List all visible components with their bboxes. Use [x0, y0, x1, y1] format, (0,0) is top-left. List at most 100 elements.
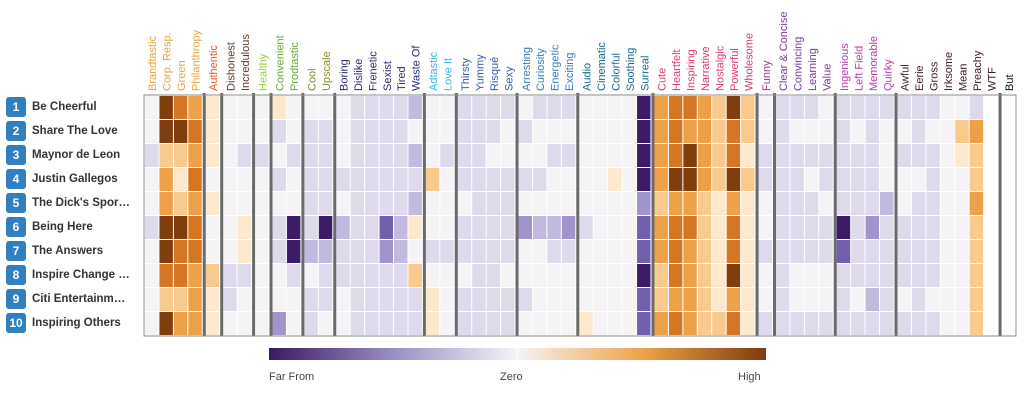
heatmap-cell	[593, 240, 608, 263]
heatmap-cell	[712, 216, 726, 239]
heatmap-cell	[272, 168, 286, 191]
heatmap-cell	[237, 144, 252, 167]
heatmap-cell	[159, 168, 173, 191]
heatmap-border	[143, 94, 1017, 337]
heatmap-cell	[865, 216, 880, 239]
heatmap-cell	[865, 144, 880, 167]
heatmap-cell	[394, 192, 408, 215]
group-separator	[454, 93, 458, 336]
row-number-badge: 5	[6, 193, 26, 213]
heatmap-cell	[408, 120, 422, 143]
heatmap-cell	[836, 312, 851, 335]
heatmap-cell	[547, 192, 561, 215]
heatmap-cell	[637, 264, 651, 287]
heatmap-cell	[532, 120, 547, 143]
heatmap-cell	[654, 240, 668, 263]
heatmap-cell	[969, 120, 984, 143]
heatmap-cell	[379, 240, 394, 263]
column-label: Sexist	[382, 61, 394, 91]
column-label: Nostalgic	[714, 45, 726, 91]
heatmap-cell	[668, 96, 683, 119]
group-separator	[772, 93, 776, 336]
heatmap-cell	[775, 288, 790, 311]
heatmap-cell	[350, 264, 365, 287]
heatmap-cell	[486, 192, 501, 215]
heatmap-cell	[741, 288, 755, 311]
group-separators	[143, 93, 1017, 337]
column-label: But	[1004, 74, 1016, 91]
heatmap-cell	[336, 312, 350, 335]
row-name: Inspire Change …	[32, 269, 130, 281]
row-name: The Answers	[32, 245, 104, 257]
heatmap-cell	[969, 312, 984, 335]
heatmap-cell	[775, 168, 790, 191]
heatmap-cell	[654, 216, 668, 239]
heatmap-cell	[790, 288, 804, 311]
heatmap-cell	[637, 168, 651, 191]
heatmap-cell	[365, 312, 379, 335]
heatmap-cell	[911, 120, 926, 143]
heatmap-cell	[608, 288, 622, 311]
heatmap-cell	[593, 264, 608, 287]
column-label: Brandtastic	[147, 35, 159, 91]
heatmap-cell	[880, 216, 894, 239]
heatmap-cell	[654, 312, 668, 335]
heatmap-cell	[223, 96, 237, 119]
heatmap-cell	[819, 264, 833, 287]
heatmap-cell	[697, 264, 712, 287]
column-label: Adtastic	[428, 51, 440, 91]
heatmap-cell	[926, 288, 940, 311]
heatmap-cell	[836, 288, 851, 311]
column-label: Healthy	[257, 53, 269, 91]
heatmap-cell	[819, 240, 833, 263]
heatmap-cell	[561, 192, 576, 215]
heatmap-cell	[408, 96, 422, 119]
heatmap-cell	[255, 312, 269, 335]
heatmap-cell	[237, 216, 252, 239]
heatmap-cell	[318, 192, 333, 215]
heatmap-cell	[350, 240, 365, 263]
heatmap-cell	[940, 192, 955, 215]
heatmap-cell	[637, 96, 651, 119]
heatmap-cell	[336, 240, 350, 263]
column-label: Upscale	[321, 51, 333, 91]
heatmap-cell	[501, 120, 515, 143]
heatmap-cell	[865, 240, 880, 263]
heatmap-cell	[408, 288, 422, 311]
group-separator	[333, 93, 337, 336]
heatmap-cell	[336, 120, 350, 143]
heatmap-cell	[440, 192, 454, 215]
heatmap-cell	[804, 264, 819, 287]
heatmap-cell	[593, 144, 608, 167]
heatmap-cell	[350, 120, 365, 143]
heatmap-cell	[758, 168, 772, 191]
column-label: Yummy	[474, 54, 486, 91]
heatmap-cell	[425, 264, 440, 287]
heatmap-cell	[223, 312, 237, 335]
heatmap-cell	[350, 312, 365, 335]
heatmap-cell	[654, 288, 668, 311]
heatmap-cell	[336, 216, 350, 239]
heatmap-cell	[851, 144, 865, 167]
column-label: Dishonest	[225, 42, 237, 91]
heatmap-cell	[637, 240, 651, 263]
heatmap-cell	[336, 144, 350, 167]
row-label: 8 Inspire Change …	[6, 265, 137, 285]
heatmap-cell	[579, 288, 593, 311]
heatmap-cell	[472, 240, 486, 263]
heatmap-cell	[654, 120, 668, 143]
heatmap-cell	[622, 288, 637, 311]
column-label: Boring	[338, 59, 350, 91]
heatmap-cell	[897, 240, 911, 263]
heatmap-cell	[457, 96, 472, 119]
heatmap-cell	[159, 144, 173, 167]
heatmap-cell	[518, 96, 532, 119]
heatmap-cell	[668, 288, 683, 311]
row-label: 6 Being Here	[6, 217, 137, 237]
heatmap-cell	[365, 288, 379, 311]
heatmap-cell	[304, 288, 318, 311]
heatmap-cell	[237, 192, 252, 215]
heatmap-cell	[926, 168, 940, 191]
heatmap-cell	[365, 120, 379, 143]
heatmap-cell	[255, 192, 269, 215]
